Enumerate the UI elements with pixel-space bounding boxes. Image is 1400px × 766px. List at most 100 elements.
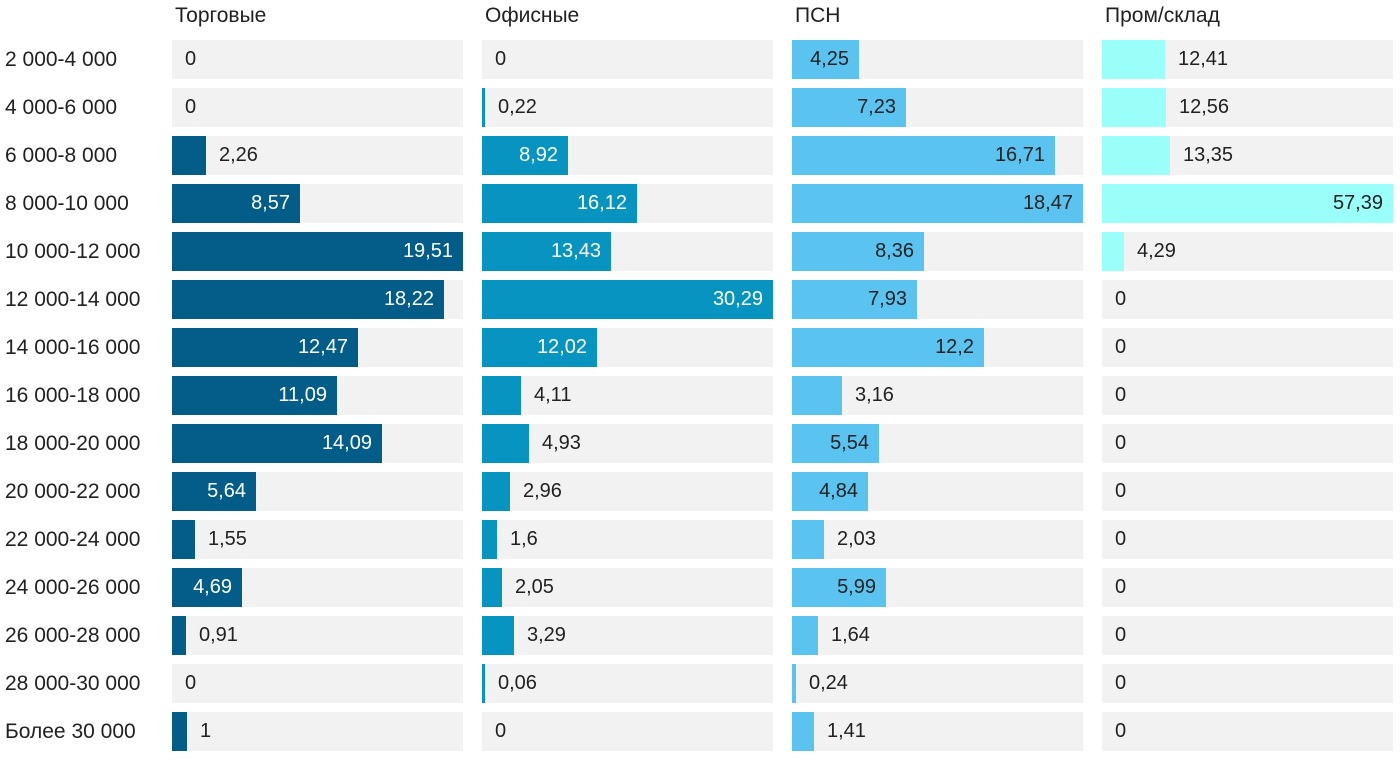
bar-track: 1,64 — [792, 616, 1083, 655]
bar[interactable] — [172, 472, 256, 511]
bar[interactable] — [482, 520, 497, 559]
bar[interactable] — [482, 232, 611, 271]
bar[interactable] — [792, 328, 984, 367]
bar-track: 12,56 — [1102, 88, 1393, 127]
bar-value-label: 0 — [1115, 480, 1127, 502]
bar-track: 4,25 — [792, 40, 1083, 79]
bar[interactable] — [172, 280, 444, 319]
bar[interactable] — [482, 664, 485, 703]
chart-row: 18 000-20 000 14,09 4,93 5,54 0 — [0, 424, 1400, 463]
bar-value-label: 8,92 — [519, 144, 558, 166]
bar[interactable] — [792, 520, 824, 559]
bar-track: 4,69 — [172, 568, 463, 607]
chart-row: 24 000-26 000 4,69 2,05 5,99 0 — [0, 568, 1400, 607]
bar-track: 16,12 — [482, 184, 773, 223]
bar-track: 13,35 — [1102, 136, 1393, 175]
row-label: 18 000-20 000 — [5, 431, 141, 455]
bar-track: 4,11 — [482, 376, 773, 415]
bar-value-label: 12,2 — [935, 336, 974, 358]
bar[interactable] — [1102, 40, 1165, 79]
bar[interactable] — [1102, 232, 1124, 271]
bar[interactable] — [172, 136, 206, 175]
bar[interactable] — [172, 712, 187, 751]
row-label: 12 000-14 000 — [5, 287, 141, 311]
bar[interactable] — [1102, 184, 1393, 223]
bar[interactable] — [792, 376, 842, 415]
bar-value-label: 5,99 — [837, 576, 876, 598]
bar-value-label: 0 — [1115, 288, 1127, 310]
bar[interactable] — [172, 328, 358, 367]
bar[interactable] — [172, 184, 300, 223]
bar-value-label: 1 — [200, 720, 212, 742]
bar-track: 8,92 — [482, 136, 773, 175]
bar-track: 8,57 — [172, 184, 463, 223]
bar[interactable] — [482, 616, 514, 655]
bar[interactable] — [172, 232, 463, 271]
bar-track: 11,09 — [172, 376, 463, 415]
bar[interactable] — [792, 232, 924, 271]
bar-track: 3,16 — [792, 376, 1083, 415]
chart-row: 26 000-28 000 0,91 3,29 1,64 0 — [0, 616, 1400, 655]
bar[interactable] — [792, 136, 1055, 175]
bar[interactable] — [792, 664, 796, 703]
bar-value-label: 11,09 — [278, 384, 327, 406]
bar[interactable] — [482, 568, 502, 607]
chart-row: 8 000-10 000 8,57 16,12 18,47 57,39 — [0, 184, 1400, 223]
bar-track: 18,47 — [792, 184, 1083, 223]
bar[interactable] — [482, 424, 529, 463]
bar[interactable] — [482, 184, 637, 223]
bar-value-label: 30,29 — [712, 288, 763, 310]
bar[interactable] — [792, 472, 868, 511]
bar-value-label: 16,12 — [576, 192, 627, 214]
bar[interactable] — [1102, 136, 1170, 175]
bar[interactable] — [172, 376, 337, 415]
bar[interactable] — [482, 376, 521, 415]
bar[interactable] — [792, 616, 818, 655]
bar-value-label: 0 — [185, 672, 197, 694]
bar-value-label: 1,64 — [831, 624, 870, 646]
bar-track: 0 — [1102, 328, 1393, 367]
bar[interactable] — [792, 184, 1083, 223]
bar-track: 0 — [172, 40, 463, 79]
bar[interactable] — [792, 40, 859, 79]
bar-value-label: 0 — [495, 720, 507, 742]
bar-value-label: 5,54 — [830, 432, 869, 454]
row-label: 16 000-18 000 — [5, 383, 141, 407]
bar[interactable] — [482, 88, 485, 127]
chart-row: 22 000-24 000 1,55 1,6 2,03 0 — [0, 520, 1400, 559]
bar[interactable] — [482, 328, 597, 367]
chart-row: 12 000-14 000 18,22 30,29 7,93 0 — [0, 280, 1400, 319]
bar-value-label: 5,64 — [207, 480, 246, 502]
bar-value-label: 18,47 — [1022, 192, 1073, 214]
bar-track: 14,09 — [172, 424, 463, 463]
bar-track: 18,22 — [172, 280, 463, 319]
bar[interactable] — [792, 280, 917, 319]
bar[interactable] — [172, 424, 382, 463]
bar-track: 57,39 — [1102, 184, 1393, 223]
bar-value-label: 0 — [1115, 576, 1127, 598]
bar-track: 0 — [1102, 280, 1393, 319]
bar[interactable] — [1102, 88, 1166, 127]
bar[interactable] — [482, 280, 773, 319]
column-header-torgovye: Торговые — [175, 4, 267, 27]
bar-track: 7,93 — [792, 280, 1083, 319]
bar[interactable] — [792, 712, 814, 751]
bar[interactable] — [792, 568, 886, 607]
row-label: 2 000-4 000 — [5, 47, 118, 71]
bar[interactable] — [792, 88, 906, 127]
bar-value-label: 19,51 — [402, 240, 453, 262]
bar-value-label: 4,11 — [534, 384, 572, 406]
bar-track: 5,64 — [172, 472, 463, 511]
bar[interactable] — [482, 472, 510, 511]
bar[interactable] — [792, 424, 879, 463]
bar[interactable] — [172, 616, 186, 655]
bar-track: 1,6 — [482, 520, 773, 559]
bar-value-label: 3,29 — [527, 624, 566, 646]
bar-track: 0 — [1102, 520, 1393, 559]
bar[interactable] — [482, 136, 568, 175]
bar[interactable] — [172, 568, 242, 607]
bar[interactable] — [172, 520, 195, 559]
chart-row: 14 000-16 000 12,47 12,02 12,2 0 — [0, 328, 1400, 367]
row-label: 6 000-8 000 — [5, 143, 118, 167]
